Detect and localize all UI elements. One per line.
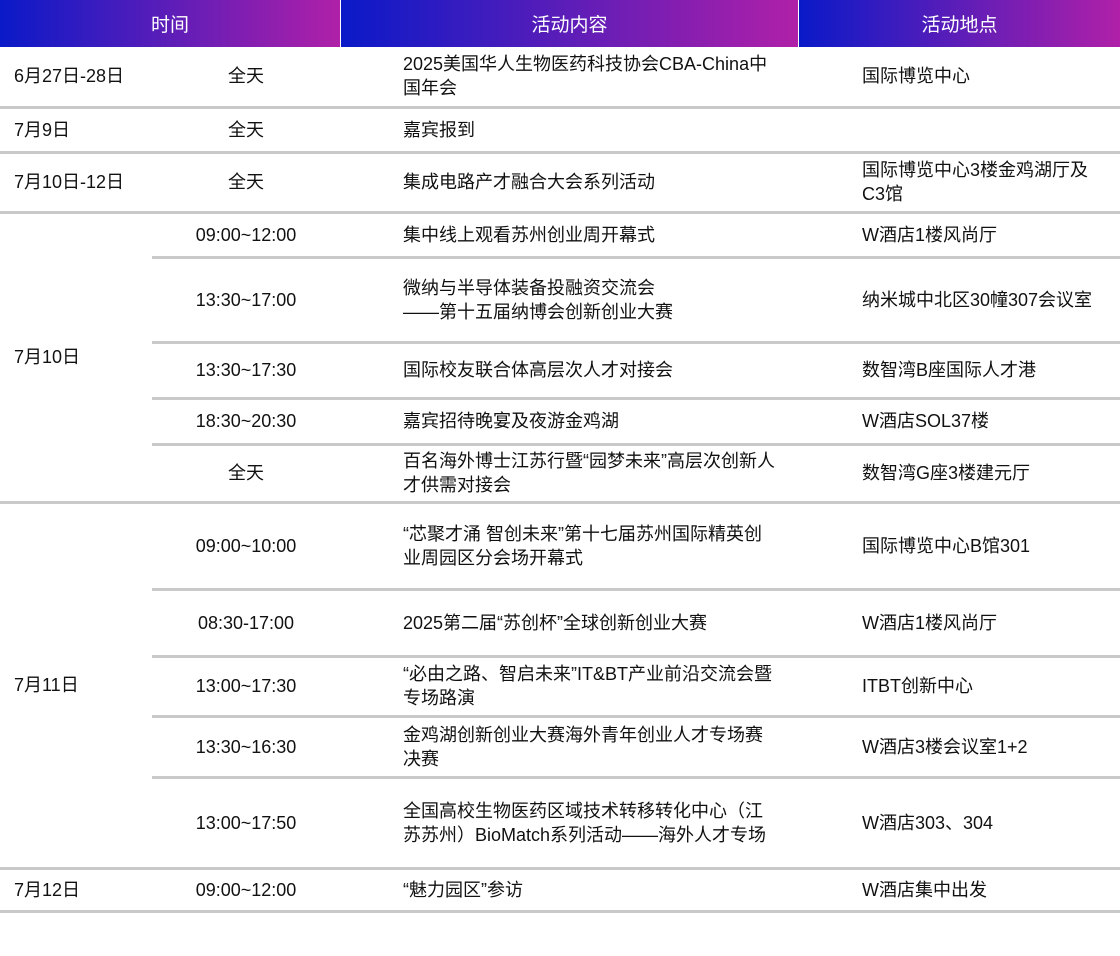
table-row: 7月10日-12日 全天 集成电路产才融合大会系列活动 国际博览中心3楼金鸡湖厅及C3… — [0, 152, 1120, 214]
content-cell: 百名海外博士江苏行暨“园梦未来”高层次创新人才供需对接会 — [340, 444, 798, 504]
location-cell: W酒店3楼会议室1+2 — [798, 716, 1120, 779]
time-cell: 08:30-17:00 — [152, 589, 340, 658]
time-cell: 13:30~17:00 — [152, 257, 340, 344]
time-cell: 09:00~10:00 — [152, 502, 340, 591]
time-cell: 全天 — [152, 444, 340, 504]
date-cell: 7月9日 — [0, 107, 152, 154]
content-cell: 2025美国华人生物医药科技协会CBA-China中国年会 — [340, 47, 798, 109]
time-cell: 全天 — [152, 152, 340, 214]
content-cell: “魅力园区”参访 — [340, 868, 798, 913]
header-time: 时间 — [0, 0, 340, 47]
table-row: 7月9日 全天 嘉宾报到 — [0, 107, 1120, 154]
location-cell: W酒店集中出发 — [798, 868, 1120, 913]
location-cell: W酒店SOL37楼 — [798, 398, 1120, 446]
header-content: 活动内容 — [341, 0, 798, 47]
content-cell: 2025第二届“苏创杯”全球创新创业大赛 — [340, 589, 798, 658]
table-row: 18:30~20:30 嘉宾招待晚宴及夜游金鸡湖 W酒店SOL37楼 — [0, 398, 1120, 446]
table-row: 7月11日 09:00~10:00 “芯聚才涌 智创未来”第十七届苏州国际精英创业周… — [0, 502, 1120, 870]
location-cell: 数智湾G座3楼建元厅 — [798, 444, 1120, 504]
table-row: 7月12日 09:00~12:00 “魅力园区”参访 W酒店集中出发 — [0, 868, 1120, 913]
location-cell: 纳米城中北区30幢307会议室 — [798, 257, 1120, 344]
content-cell: 金鸡湖创新创业大赛海外青年创业人才专场赛决赛 — [340, 716, 798, 779]
table-row: 6月27日-28日 全天 2025美国华人生物医药科技协会CBA-China中国年会… — [0, 47, 1120, 109]
content-cell: 全国高校生物医药区域技术转移转化中心（江苏苏州）BioMatch系列活动——海外… — [340, 777, 798, 870]
content-cell: “芯聚才涌 智创未来”第十七届苏州国际精英创业周园区分会场开幕式 — [340, 502, 798, 591]
schedule-table: 6月27日-28日 全天 2025美国华人生物医药科技协会CBA-China中国年会… — [0, 47, 1120, 913]
time-cell: 13:30~17:30 — [152, 342, 340, 400]
date-cell: 7月10日 — [0, 212, 152, 504]
date-cell: 7月12日 — [0, 868, 152, 913]
date-cell: 7月11日 — [0, 502, 152, 870]
date-cell: 6月27日-28日 — [0, 47, 152, 109]
location-cell: 数智湾B座国际人才港 — [798, 342, 1120, 400]
location-cell: 国际博览中心B馆301 — [798, 502, 1120, 591]
time-cell: 18:30~20:30 — [152, 398, 340, 446]
table-row: 08:30-17:00 2025第二届“苏创杯”全球创新创业大赛 W酒店1楼风尚厅 — [0, 589, 1120, 658]
table-row: 13:30~17:00 微纳与半导体装备投融资交流会 ——第十五届纳博会创新创业大… — [0, 257, 1120, 344]
location-cell: ITBT创新中心 — [798, 656, 1120, 718]
table-row: 13:30~17:30 国际校友联合体高层次人才对接会 数智湾B座国际人才港 — [0, 342, 1120, 400]
location-cell: W酒店1楼风尚厅 — [798, 212, 1120, 259]
content-cell: 集中线上观看苏州创业周开幕式 — [340, 212, 798, 259]
location-cell: 国际博览中心 — [798, 47, 1120, 109]
table-row: 13:30~16:30 金鸡湖创新创业大赛海外青年创业人才专场赛决赛 W酒店3楼会议… — [0, 716, 1120, 779]
time-cell: 全天 — [152, 47, 340, 109]
table-row: 全天 百名海外博士江苏行暨“园梦未来”高层次创新人才供需对接会 数智湾G座3楼建元厅 — [0, 444, 1120, 504]
table-row: 7月10日 09:00~12:00 集中线上观看苏州创业周开幕式 W酒店1楼风尚厅 — [0, 212, 1120, 504]
content-cell: “必由之路、智启未来”IT&BT产业前沿交流会暨专场路演 — [340, 656, 798, 718]
table-header: 时间 活动内容 活动地点 — [0, 0, 1120, 47]
header-location: 活动地点 — [799, 0, 1120, 47]
time-cell: 13:30~16:30 — [152, 716, 340, 779]
location-cell — [798, 107, 1120, 154]
table-row: 13:00~17:30 “必由之路、智启未来”IT&BT产业前沿交流会暨专场路演 I… — [0, 656, 1120, 718]
time-cell: 13:00~17:30 — [152, 656, 340, 718]
content-cell: 微纳与半导体装备投融资交流会 ——第十五届纳博会创新创业大赛 — [340, 257, 798, 344]
table-row: 13:00~17:50 全国高校生物医药区域技术转移转化中心（江苏苏州）BioMa… — [0, 777, 1120, 870]
time-cell: 09:00~12:00 — [152, 868, 340, 913]
content-cell: 嘉宾招待晚宴及夜游金鸡湖 — [340, 398, 798, 446]
time-cell: 13:00~17:50 — [152, 777, 340, 870]
content-cell: 集成电路产才融合大会系列活动 — [340, 152, 798, 214]
content-cell: 嘉宾报到 — [340, 107, 798, 154]
content-cell: 国际校友联合体高层次人才对接会 — [340, 342, 798, 400]
time-cell: 全天 — [152, 107, 340, 154]
time-cell: 09:00~12:00 — [152, 212, 340, 259]
location-cell: W酒店1楼风尚厅 — [798, 589, 1120, 658]
location-cell: 国际博览中心3楼金鸡湖厅及C3馆 — [798, 152, 1120, 214]
location-cell: W酒店303、304 — [798, 777, 1120, 870]
date-cell: 7月10日-12日 — [0, 152, 152, 214]
